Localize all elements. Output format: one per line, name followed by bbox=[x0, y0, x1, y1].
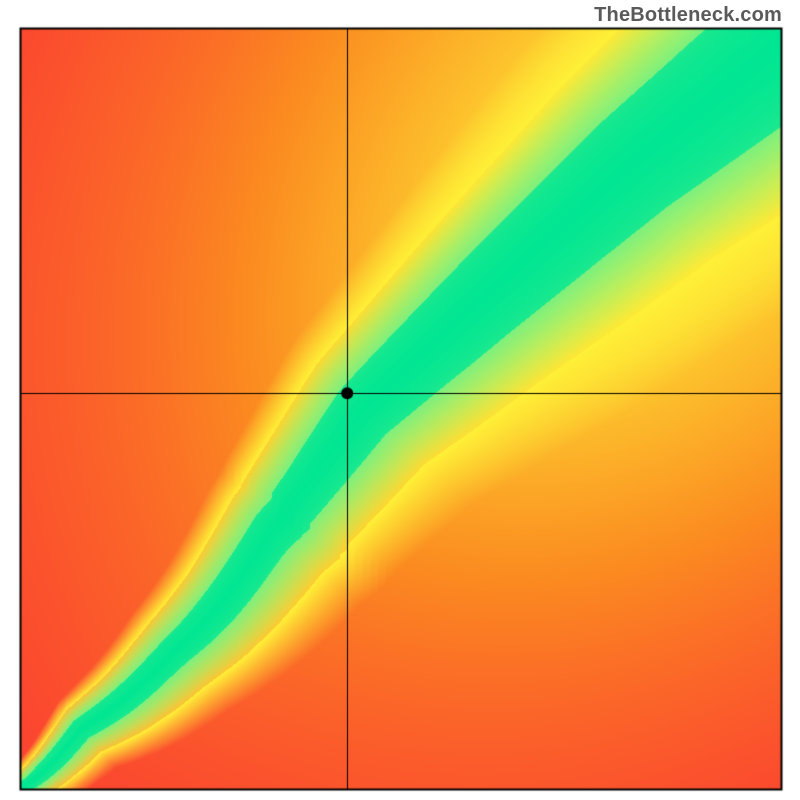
chart-container: TheBottleneck.com bbox=[0, 0, 800, 800]
watermark-text: TheBottleneck.com bbox=[594, 4, 782, 27]
heatmap-canvas bbox=[0, 0, 800, 800]
